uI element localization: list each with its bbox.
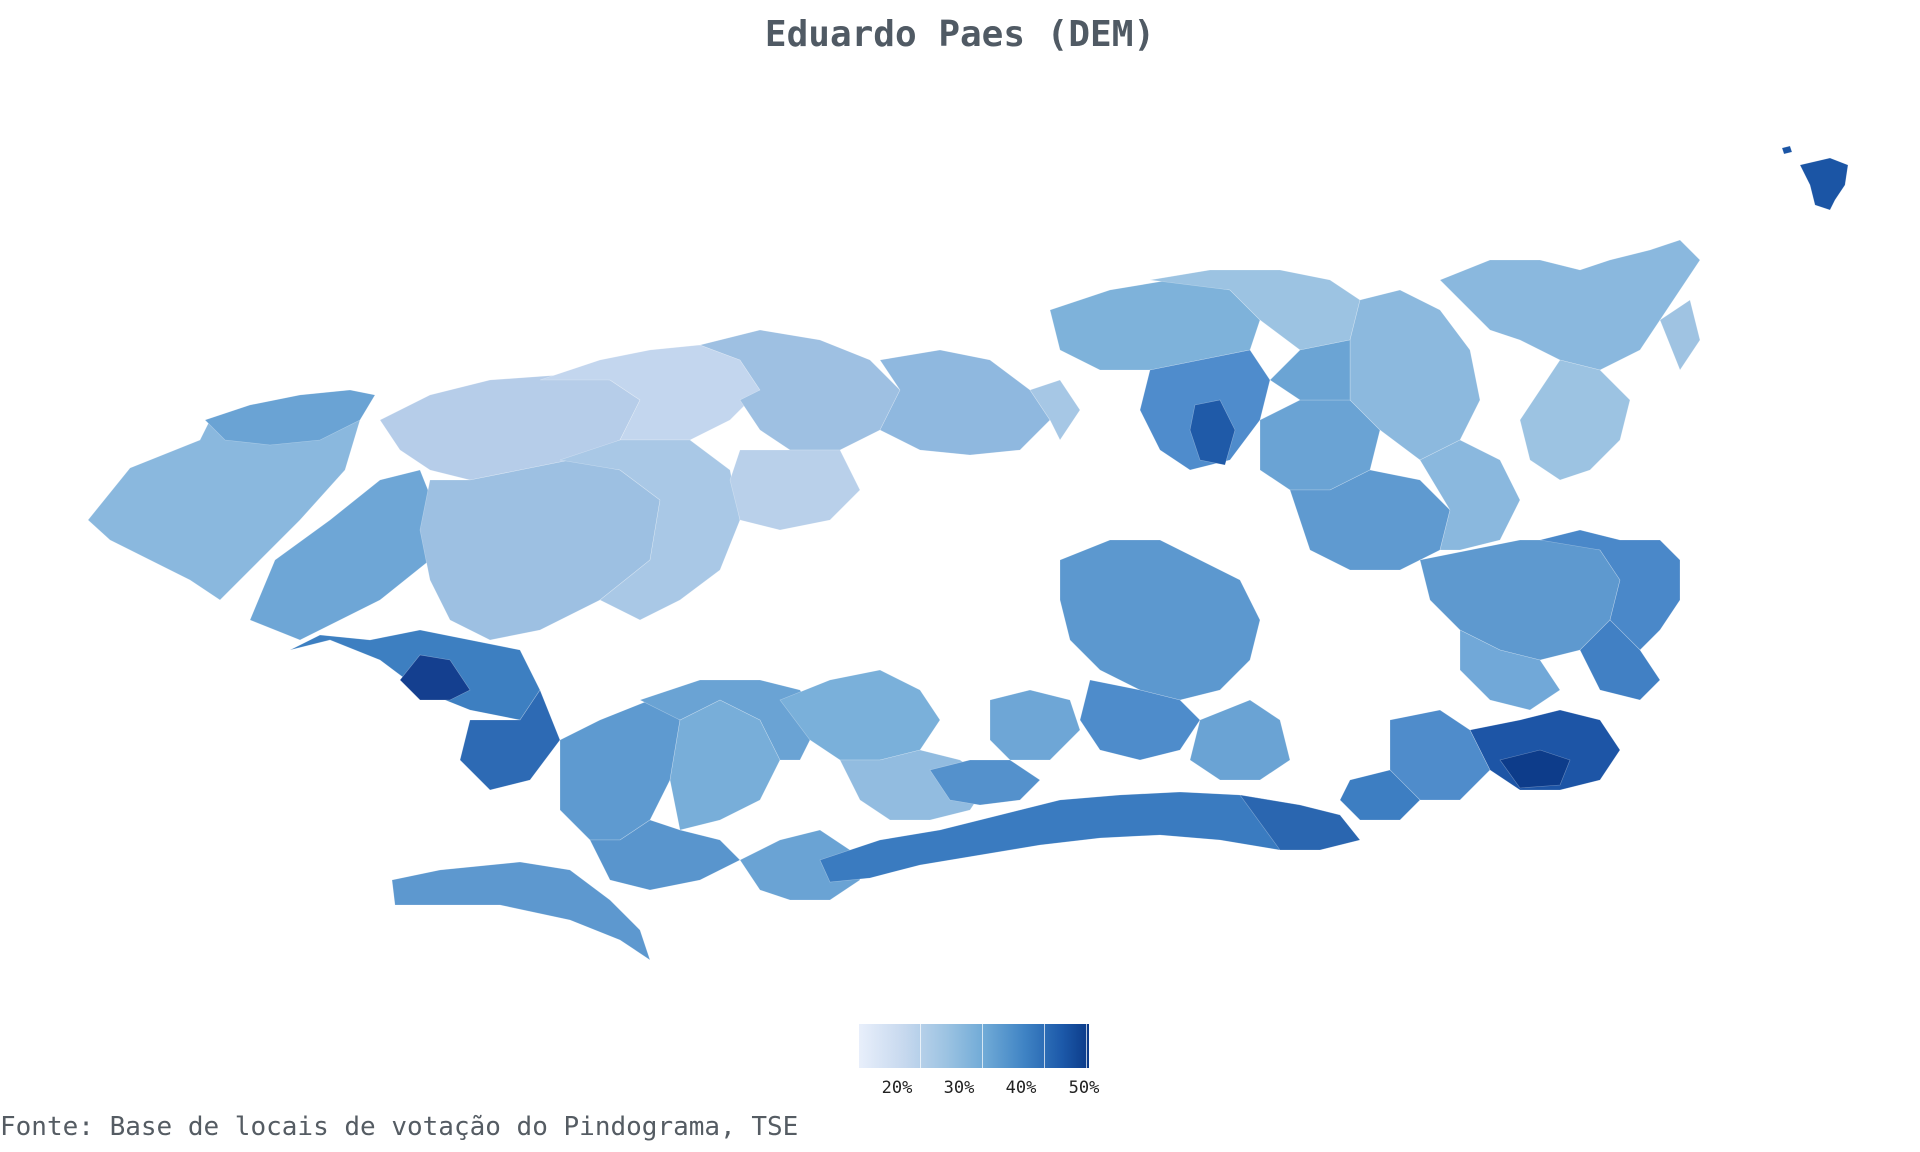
region-west [87,394,361,601]
region-se-darkest [1499,749,1571,789]
region-s-4 [639,679,821,761]
region-sw-peninsula [391,861,651,961]
region-s-1 [559,699,681,841]
region-ne-3 [1659,299,1701,371]
legend-label-20: 20% [881,1078,913,1098]
region-s-5 [739,829,861,901]
region-cw-2 [419,459,661,641]
region-e-3 [1579,619,1661,701]
region-se-3 [1339,769,1421,821]
region-cw-4 [559,439,741,621]
region-nc-8 [1419,439,1521,551]
region-island-ne [1799,157,1849,211]
legend-tick-mark [1086,1024,1087,1068]
legend-label-50: 50% [1068,1078,1100,1098]
region-sw-dark [399,654,471,701]
region-s-2 [589,819,741,891]
region-west-north [204,389,376,446]
legend-label-40: 40% [1005,1078,1037,1098]
region-ce-2 [1079,679,1201,761]
legend-color-bar [859,1024,1089,1068]
region-cw-3 [539,344,761,441]
region-ne-1 [1439,239,1701,371]
map-regions [87,145,1849,961]
region-island-ne-2 [1781,145,1793,155]
region-c-4 [1029,379,1081,441]
source-note: Fonte: Base de locais de votação do Pind… [0,1112,799,1142]
region-coast-2 [1239,794,1361,851]
region-e-2 [1539,529,1681,651]
region-ce-3 [1189,699,1291,781]
legend-tick-mark [1044,1024,1045,1068]
region-nc-dark [1189,399,1236,466]
map-title: Eduardo Paes (DEM) [764,14,1156,55]
region-cs-3 [989,689,1081,761]
region-ne-2 [1519,359,1631,481]
region-sw-3 [459,689,561,791]
region-ce-1 [1059,539,1261,701]
legend-tick-mark [982,1024,983,1068]
region-nc-7 [1269,339,1351,401]
region-c-2 [729,449,861,531]
region-s-3 [669,699,781,831]
region-e-4 [1459,629,1561,711]
region-c-3 [879,349,1051,456]
color-legend: 20% 30% 40% 50% [855,1024,1099,1098]
legend-tick-mark [920,1024,921,1068]
choropleth-map [87,145,1849,961]
region-coast-3 [929,759,1041,806]
region-cs-1 [779,669,941,761]
legend-label-30: 30% [943,1078,975,1098]
